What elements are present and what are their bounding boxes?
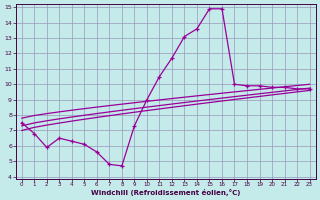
X-axis label: Windchill (Refroidissement éolien,°C): Windchill (Refroidissement éolien,°C) [91, 189, 240, 196]
